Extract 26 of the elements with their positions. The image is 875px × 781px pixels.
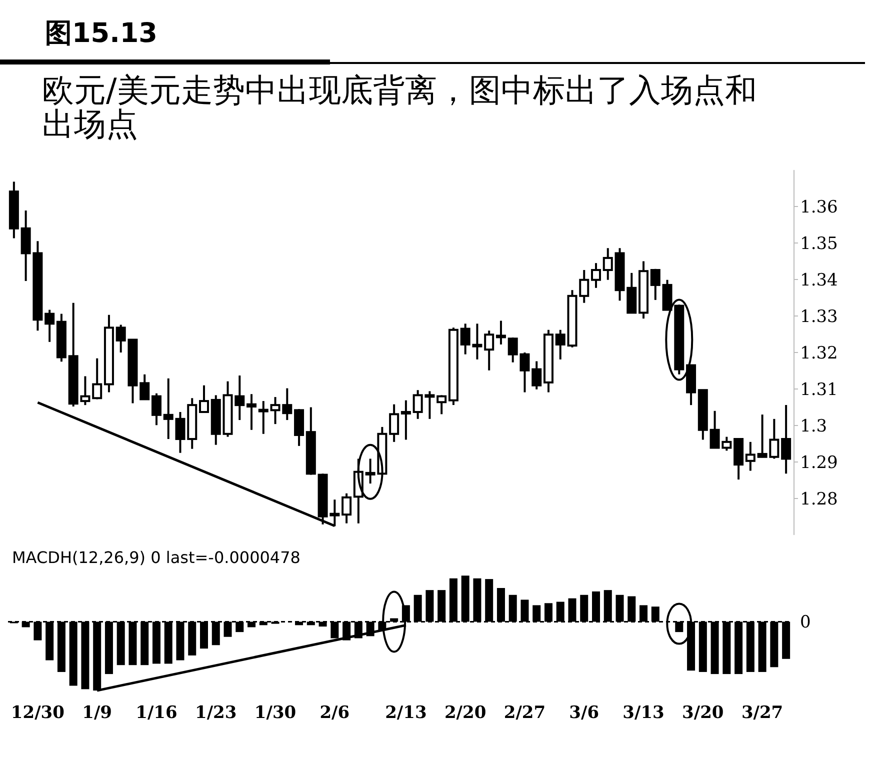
xtick: 2/13 xyxy=(385,703,427,723)
ytick: 1.34 xyxy=(800,270,838,290)
subtitle: 欧元/美元走势中出现底背离，图中标出了入场点和出场点 xyxy=(42,71,757,143)
xtick: 3/27 xyxy=(741,703,784,723)
xtick: 12/30 xyxy=(10,703,64,723)
ytick: 1.36 xyxy=(800,198,838,218)
xtick: 2/27 xyxy=(504,703,546,723)
xtick: 3/13 xyxy=(622,703,664,723)
panel-title: MACDH(12,26,9) 0 last=-0.0000478 xyxy=(12,548,300,567)
ytick: 1.29 xyxy=(800,453,838,473)
ref-label: 0 xyxy=(800,612,811,633)
ytick: 1.35 xyxy=(800,234,838,254)
title: 图15.13 xyxy=(45,18,158,49)
ytick: 1.33 xyxy=(800,307,838,327)
ytick: 1.28 xyxy=(800,490,838,510)
ytick: 1.3 xyxy=(800,416,828,436)
xtick: 1/30 xyxy=(254,703,296,723)
xtick: 3/6 xyxy=(569,703,600,723)
xtick: 1/9 xyxy=(82,703,112,723)
xtick: 1/23 xyxy=(195,703,237,723)
ytick: 1.31 xyxy=(800,380,838,400)
ytick: 1.32 xyxy=(800,344,838,364)
xtick: 2/6 xyxy=(320,703,350,723)
xtick: 3/20 xyxy=(682,703,724,723)
xtick: 2/20 xyxy=(444,703,486,723)
xtick: 1/16 xyxy=(136,703,178,723)
